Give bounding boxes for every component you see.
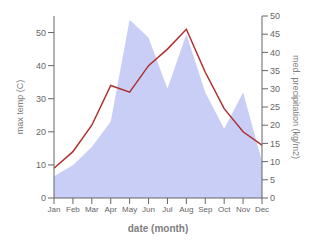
svg-text:date (month): date (month) (128, 223, 189, 234)
svg-text:45: 45 (270, 29, 280, 39)
svg-text:Sep: Sep (198, 205, 213, 214)
svg-text:5: 5 (270, 175, 275, 185)
svg-text:30: 30 (270, 84, 280, 94)
svg-text:10: 10 (270, 157, 280, 167)
svg-text:0: 0 (270, 193, 275, 203)
svg-text:Jan: Jan (48, 205, 61, 214)
svg-text:40: 40 (36, 61, 46, 71)
svg-text:Apr: Apr (105, 205, 118, 214)
svg-text:Nov: Nov (236, 205, 250, 214)
svg-text:20: 20 (270, 120, 280, 130)
svg-text:Feb: Feb (66, 205, 80, 214)
svg-text:50: 50 (270, 11, 280, 21)
svg-text:Jul: Jul (162, 205, 172, 214)
svg-text:40: 40 (270, 48, 280, 58)
svg-text:0: 0 (41, 193, 46, 203)
svg-text:May: May (122, 205, 137, 214)
svg-text:Jun: Jun (142, 205, 155, 214)
svg-text:10: 10 (36, 160, 46, 170)
svg-text:30: 30 (36, 94, 46, 104)
svg-text:Dec: Dec (255, 205, 269, 214)
svg-text:Mar: Mar (85, 205, 99, 214)
svg-text:max temp (C): max temp (C) (15, 80, 25, 135)
svg-text:Aug: Aug (179, 205, 193, 214)
svg-text:Oct: Oct (218, 205, 231, 214)
svg-text:35: 35 (270, 66, 280, 76)
svg-text:20: 20 (36, 127, 46, 137)
svg-text:50: 50 (36, 28, 46, 38)
svg-text:med. precipitation (kg/m2): med. precipitation (kg/m2) (291, 55, 301, 159)
svg-text:15: 15 (270, 139, 280, 149)
svg-text:25: 25 (270, 102, 280, 112)
